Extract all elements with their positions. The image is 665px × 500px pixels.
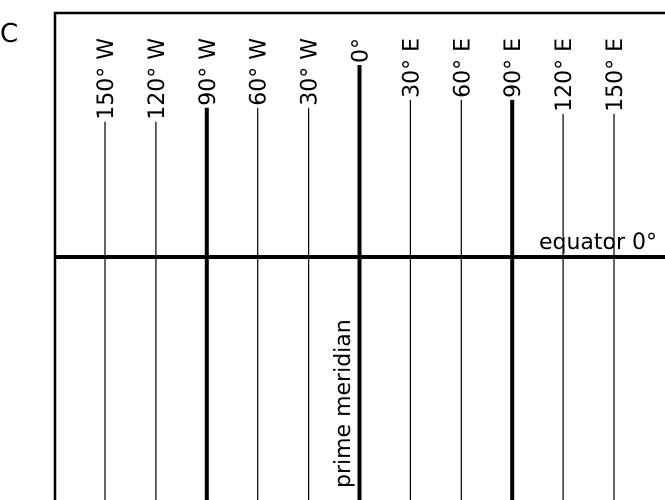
meridian-label: 150° E xyxy=(603,38,628,112)
meridian-label: 30° E xyxy=(399,38,424,98)
meridian-label: 90° E xyxy=(501,38,526,98)
meridian-label: 30° W xyxy=(298,38,323,106)
meridian-label: 60° W xyxy=(247,38,272,106)
meridian-label: 150° W xyxy=(94,38,119,120)
panel-label: C xyxy=(0,19,18,49)
meridians: 150° W 120° W 90° W 60° W 30° W 0° 30° E 60° E 9… xyxy=(94,38,628,500)
meridian-label: 120° E xyxy=(552,38,577,112)
meridian-label: 90° W xyxy=(196,38,221,106)
meridian-label: 0° xyxy=(349,38,374,63)
meridian-label: 120° W xyxy=(145,38,170,120)
meridian-label: 60° E xyxy=(450,38,475,98)
prime-meridian-label: prime meridian xyxy=(331,319,356,488)
equator-label: equator 0° xyxy=(539,230,657,255)
